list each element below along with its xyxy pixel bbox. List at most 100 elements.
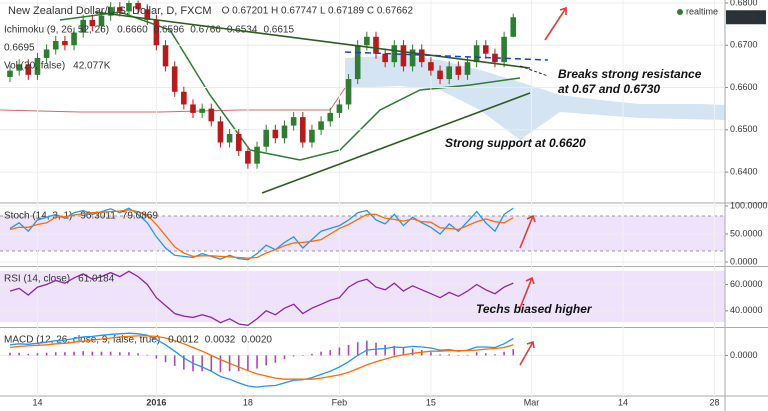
candle-body (309, 129, 315, 143)
series-line (9, 335, 514, 380)
histogram-bar (137, 353, 139, 356)
candle-body (290, 117, 297, 126)
candle-body (71, 32, 77, 46)
histogram-bar (384, 344, 386, 356)
indicator-title: MACD (12, 26, close, 9, false, true) (4, 335, 160, 346)
series-line (9, 209, 514, 259)
indicator-title: RSI (14, close) (4, 274, 70, 285)
histogram-bar (18, 352, 20, 356)
x-tick-label: 18 (243, 397, 253, 407)
histogram-bar (439, 354, 441, 356)
y-tick-label: 40.0000 (730, 305, 763, 315)
candle-body (428, 62, 434, 71)
candle-body (98, 15, 105, 27)
indicator-readout: 0.0012 (168, 335, 199, 346)
histogram-bar (466, 354, 469, 356)
histogram-bar (247, 355, 249, 371)
histogram-bar (475, 352, 478, 356)
overlay-label: Ichimoku (9, 26, 52, 26) (4, 25, 109, 36)
y-tick-label: 0.6700 (730, 40, 758, 50)
histogram-bar (219, 355, 222, 373)
candle-body (364, 36, 370, 46)
histogram-bar (265, 355, 267, 366)
moving-average (59, 11, 521, 161)
series-line (9, 207, 514, 261)
histogram-bar (512, 349, 515, 356)
y-tick-label: 0.0000 (730, 350, 758, 360)
candle-body (89, 19, 96, 27)
overlay-label: Vol (20, false) (4, 61, 65, 72)
resistance-level (344, 51, 549, 61)
x-tick-label: 15 (426, 397, 436, 407)
arrows (519, 6, 567, 366)
histogram-bar (73, 351, 75, 356)
x-tick-label: 2016 (146, 397, 166, 407)
candle-body (263, 129, 269, 147)
y-tick-label: 50.0000 (730, 228, 763, 238)
histogram-bar (393, 345, 396, 356)
status: realtime (686, 6, 718, 16)
candle-body (43, 49, 50, 58)
candle-body (501, 36, 507, 63)
histogram-bar (448, 354, 450, 356)
histogram-bar (356, 342, 359, 356)
histogram-bar (366, 340, 368, 356)
y-tick-label: 0.6500 (730, 124, 758, 134)
candle-body (409, 49, 416, 67)
x-tick-label: Feb (332, 397, 348, 407)
candle-body (327, 112, 334, 122)
x-tick-label: 14 (618, 397, 628, 407)
x-tick-label: 14 (32, 397, 42, 407)
annotation: Breaks strong resistance (558, 67, 702, 81)
candle-body (162, 45, 169, 67)
series-line (9, 332, 514, 388)
histogram-bar (274, 355, 277, 363)
candle-body (391, 45, 398, 63)
candle-body (16, 64, 22, 71)
histogram-bar (155, 355, 158, 359)
histogram-bar (201, 355, 203, 372)
candle-body (181, 91, 187, 105)
candle-body (345, 79, 352, 105)
candle-body (135, 2, 141, 10)
histogram-bar (183, 355, 185, 370)
candle-body (107, 7, 114, 16)
overlay-readout: 0.6534 (227, 25, 258, 36)
candle-body (62, 41, 68, 46)
histogram-bar (27, 353, 30, 356)
last-price-box (726, 10, 766, 25)
histogram-bar (503, 351, 505, 356)
histogram-bar (173, 355, 176, 366)
candle-body (208, 108, 215, 122)
histogram-bar (91, 351, 94, 356)
histogram-bar (237, 355, 240, 372)
overlay-readout: 0.6615 (263, 25, 294, 36)
resistance-trendline (94, 11, 531, 69)
histogram-bar (411, 348, 414, 356)
support-trendline (261, 92, 531, 194)
candle-body (483, 45, 489, 54)
candle-body (272, 129, 279, 139)
ohlc-readout: O 0.67201 H 0.67747 L 0.67189 C 0.67662 (222, 6, 414, 17)
overlay-readout: 0.6596 (154, 25, 185, 36)
candle-body (400, 45, 407, 67)
histogram-bar (320, 351, 322, 356)
histogram-bar (402, 348, 405, 356)
candle-body (382, 53, 388, 63)
histogram-bar (9, 352, 11, 356)
histogram-bar (109, 351, 112, 356)
histogram-bar (82, 351, 84, 356)
candle-body (226, 134, 233, 143)
histogram-bar (311, 353, 313, 356)
candle-body (34, 57, 41, 75)
candle-body (7, 70, 13, 77)
histogram-bar (292, 355, 295, 357)
candle-body (144, 9, 151, 20)
candle-body (510, 17, 517, 37)
chart-title: New Zealand Dollar/U.S. Dollar, D, FXCM (8, 5, 212, 17)
histogram-bar (329, 350, 332, 356)
histogram-bar (485, 353, 487, 356)
candle-body (126, 2, 132, 12)
y-tick-label: 100.0000 (730, 200, 768, 210)
